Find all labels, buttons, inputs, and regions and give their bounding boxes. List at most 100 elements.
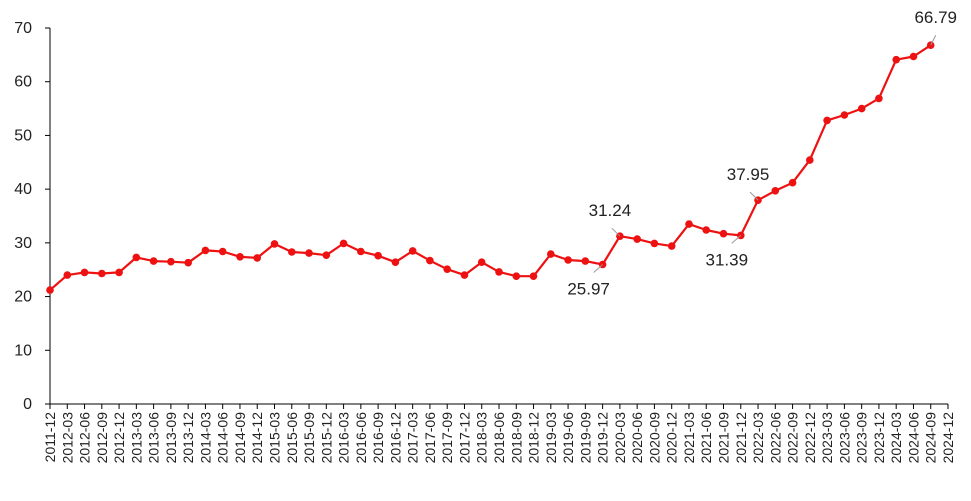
y-tick-label: 0 [23,396,32,413]
x-tick-label: 2018-03 [474,412,490,464]
x-tick-label: 2017-06 [422,412,438,464]
x-tick-label: 2013-03 [128,412,144,464]
x-tick-label: 2020-06 [629,412,645,464]
data-point [823,116,831,125]
data-point [115,268,123,277]
x-tick-label: 2021-09 [716,412,732,464]
x-tick-label: 2014-06 [215,412,231,464]
data-point [892,55,900,64]
data-point [184,258,192,267]
x-tick-label: 2022-06 [767,412,783,464]
annotations-layer: 25.97 31.24 31.39 37.95 66.79 [567,8,957,298]
x-tick-label: 2011-12 [42,412,58,463]
data-point [443,265,452,274]
y-tick-label: 10 [14,342,32,359]
data-point [339,239,348,248]
data-point [288,248,296,256]
x-axis: 2011-12 2012-03 2012-06 2012-09 2012-12 2013-… [42,403,956,464]
x-tick-label: 2020-12 [664,412,680,464]
data-point [63,271,72,279]
data-point [719,229,728,238]
y-tick-label: 70 [14,20,32,37]
x-tick-label: 2017-03 [405,412,421,464]
x-tick-label: 2013-09 [163,412,179,464]
data-point [512,272,521,281]
x-tick-label: 2021-06 [698,412,714,464]
y-tick-label: 60 [14,74,32,91]
x-tick-label: 2016-09 [370,412,386,464]
annotation-leader [749,191,759,201]
y-tick-label: 30 [14,235,32,252]
x-tick-label: 2021-03 [681,412,697,464]
y-tick-label: 50 [14,127,32,144]
x-tick-label: 2014-12 [249,412,265,464]
data-point [633,235,641,243]
x-tick-label: 2021-12 [733,412,749,464]
x-tick-label: 2013-06 [146,412,162,464]
x-tick-label: 2020-03 [612,412,628,464]
x-tick-label: 2018-06 [491,412,507,464]
x-tick-label: 2023-09 [854,412,870,464]
data-point [857,104,866,113]
annotation-leader [593,264,603,273]
x-tick-label: 2016-03 [336,412,352,464]
x-tick-label: 2019-06 [560,412,576,464]
x-tick-label: 2014-03 [197,412,213,464]
data-point [875,94,883,103]
y-tick-label: 20 [14,289,32,306]
data-point [667,242,676,250]
x-tick-label: 2018-12 [526,412,542,464]
x-tick-label: 2015-06 [284,412,300,464]
data-point [167,257,175,266]
data-point [132,253,141,262]
data-point [477,258,486,267]
x-tick-label: 2014-09 [232,412,248,464]
x-tick-label: 2024-12 [940,412,956,464]
x-tick-label: 2023-03 [819,412,835,464]
x-tick-label: 2020-09 [646,412,662,464]
data-point [495,268,503,276]
data-label: 31.39 [705,250,748,269]
data-point [909,52,918,61]
annotation-leader [731,235,742,244]
data-label: 25.97 [567,280,610,299]
x-tick-label: 2024-03 [888,412,904,464]
data-point [529,272,538,281]
data-point [391,258,400,267]
x-tick-label: 2016-06 [353,412,369,464]
data-point [788,178,797,187]
data-label: 31.24 [589,201,632,220]
data-point [80,268,89,277]
x-tick-label: 2018-09 [508,412,524,464]
data-point [564,256,572,264]
x-tick-label: 2012-06 [77,412,93,464]
data-point [581,257,590,265]
data-point [253,254,261,262]
data-point [305,249,313,257]
data-point [149,257,158,265]
data-point [98,269,106,278]
data-label: 37.95 [727,165,770,184]
data-point [218,247,227,256]
data-point [547,250,555,258]
data-point [460,271,469,279]
series-line [49,44,932,291]
data-point [806,156,814,164]
x-tick-label: 2024-09 [923,412,939,464]
x-tick-label: 2016-12 [387,412,403,464]
x-tick-label: 2022-12 [802,412,818,464]
x-tick-label: 2019-12 [595,412,611,464]
data-point [702,226,710,234]
data-point [840,111,849,119]
data-point [374,251,382,260]
annotation-leader [611,227,621,237]
data-point [685,220,693,228]
x-tick-label: 2017-12 [456,412,472,464]
x-tick-label: 2017-09 [439,412,455,464]
data-point [408,247,417,255]
data-point [650,239,659,248]
x-tick-label: 2015-12 [318,412,334,464]
data-label: 66.79 [914,8,957,27]
data-point [357,247,365,256]
